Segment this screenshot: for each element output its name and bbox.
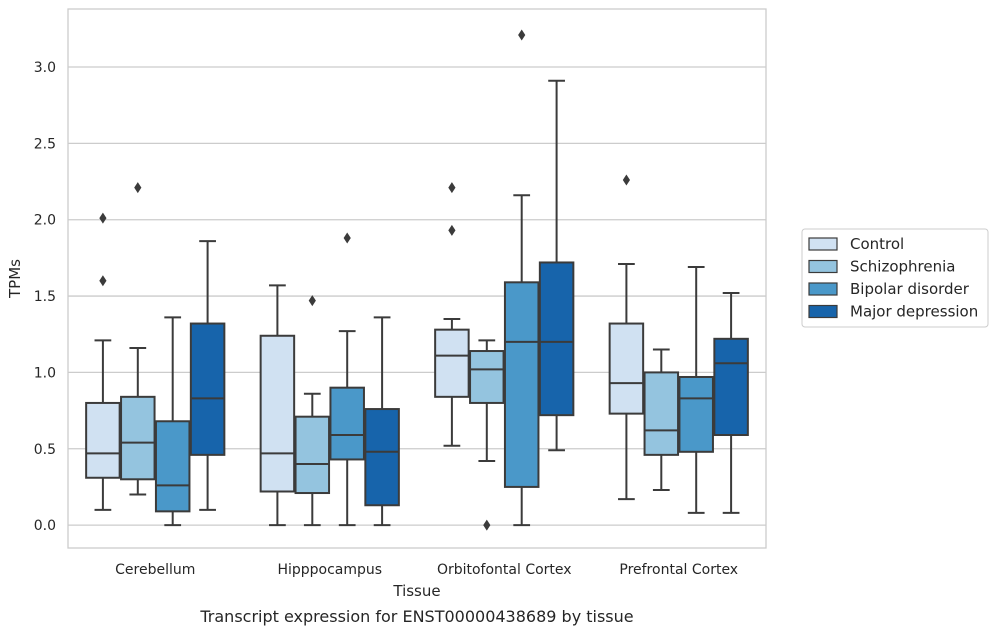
y-tick-label: 1.0 [34,365,56,381]
box-group [120,182,156,496]
legend-item: Schizophrenia [808,258,955,276]
outlier-point [343,232,351,244]
plot-area-frame [67,8,767,549]
legend-label: Bipolar disorder [850,280,970,298]
box-iqr [120,395,156,481]
box-iqr [678,375,714,453]
legend-item: Control [808,235,904,253]
box-group [643,348,680,491]
outlier-point [622,174,630,186]
box-iqr [469,350,505,404]
box-group [469,339,505,531]
outlier-point [448,224,456,236]
box-group [85,212,121,511]
legend-swatch [808,237,838,251]
legend-swatch [808,259,838,274]
outlier-point [99,212,107,224]
y-tick-label: 0.0 [34,518,56,534]
box-iqr [538,261,575,417]
legend-frame [801,228,989,328]
legend-item: Bipolar disorder [808,280,970,298]
y-tick-label: 2.5 [34,136,56,152]
box-iqr [259,334,296,493]
y-tick-label: 0.5 [34,442,56,458]
x-axis-label: Tissue [392,582,440,600]
box-iqr [85,401,121,479]
x-axis-ticks: Cerebellum Hipppocampus Orbitofontal Corte… [115,562,738,578]
y-tick-label: 2.0 [34,213,56,229]
box-group [189,240,226,511]
outlier-point [518,29,526,41]
box-iqr [364,408,400,507]
box-iqr [643,371,680,456]
box-group [678,266,714,514]
box-iqr [294,415,331,495]
outlier-point [448,182,456,194]
box-group [608,174,645,501]
box-group [503,29,540,527]
box-group [329,232,365,527]
box-iqr [608,322,645,415]
box-group [294,295,331,527]
x-tick-label: Hipppocampus [277,562,382,578]
box-group [434,182,470,447]
y-axis-label: TPMs [6,259,24,299]
box-iqr [154,420,191,513]
box-iqr [329,386,365,461]
chart-caption: Transcript expression for ENST0000043868… [199,607,633,626]
legend-label: Control [850,235,904,253]
outlier-point [134,182,142,194]
y-tick-label: 1.5 [34,289,56,305]
legend-item: Major depression [808,303,978,321]
box-group [259,284,296,527]
box-iqr [189,322,226,456]
y-tick-label: 3.0 [34,60,56,76]
boxes-layer [85,29,749,531]
outlier-point [483,519,491,531]
box-group [713,292,749,514]
box-iqr [503,281,540,488]
x-tick-label: Cerebellum [115,562,195,578]
legend-swatch [808,304,838,319]
outlier-point [308,295,316,307]
outlier-point [99,275,107,287]
x-tick-label: Prefrontal Cortex [619,562,738,578]
box-group [364,316,400,527]
box-group [154,316,191,527]
legend-label: Major depression [850,303,978,321]
legend: Control Schizophrenia Bipolar disorder Majo… [801,228,989,328]
y-axis-ticks: 0.0 0.5 1.0 1.5 2.0 2.5 3.0 [34,60,56,534]
box-group [538,79,575,452]
box-iqr [434,328,470,398]
legend-swatch [808,282,838,296]
legend-label: Schizophrenia [850,258,955,276]
x-tick-label: Orbitofontal Cortex [437,562,572,578]
box-iqr [713,337,749,437]
